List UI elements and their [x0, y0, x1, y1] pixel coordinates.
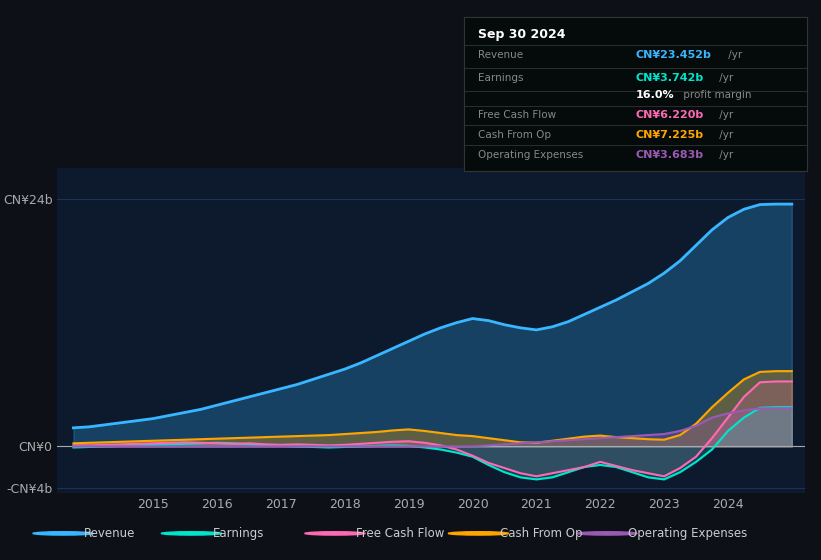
- Text: Sep 30 2024: Sep 30 2024: [478, 27, 565, 40]
- Text: Free Cash Flow: Free Cash Flow: [478, 110, 556, 120]
- Text: CN¥23.452b: CN¥23.452b: [635, 50, 711, 60]
- Text: /yr: /yr: [716, 73, 733, 83]
- Text: Cash From Op: Cash From Op: [478, 129, 551, 139]
- Text: Operating Expenses: Operating Expenses: [478, 151, 583, 160]
- Circle shape: [448, 532, 509, 535]
- Circle shape: [305, 532, 365, 535]
- Text: 16.0%: 16.0%: [635, 90, 674, 100]
- Text: Earnings: Earnings: [478, 73, 523, 83]
- Text: /yr: /yr: [725, 50, 742, 60]
- Text: profit margin: profit margin: [680, 90, 751, 100]
- Circle shape: [161, 532, 222, 535]
- Text: /yr: /yr: [716, 129, 733, 139]
- Text: /yr: /yr: [716, 151, 733, 160]
- Text: CN¥7.225b: CN¥7.225b: [635, 129, 704, 139]
- Text: Cash From Op: Cash From Op: [500, 527, 582, 540]
- Text: Earnings: Earnings: [213, 527, 264, 540]
- Text: CN¥3.742b: CN¥3.742b: [635, 73, 704, 83]
- Text: Free Cash Flow: Free Cash Flow: [356, 527, 444, 540]
- Text: /yr: /yr: [716, 110, 733, 120]
- Text: CN¥6.220b: CN¥6.220b: [635, 110, 704, 120]
- Text: CN¥3.683b: CN¥3.683b: [635, 151, 704, 160]
- Text: Operating Expenses: Operating Expenses: [628, 527, 747, 540]
- Text: Revenue: Revenue: [85, 527, 135, 540]
- Circle shape: [33, 532, 94, 535]
- Text: Revenue: Revenue: [478, 50, 523, 60]
- Circle shape: [576, 532, 637, 535]
